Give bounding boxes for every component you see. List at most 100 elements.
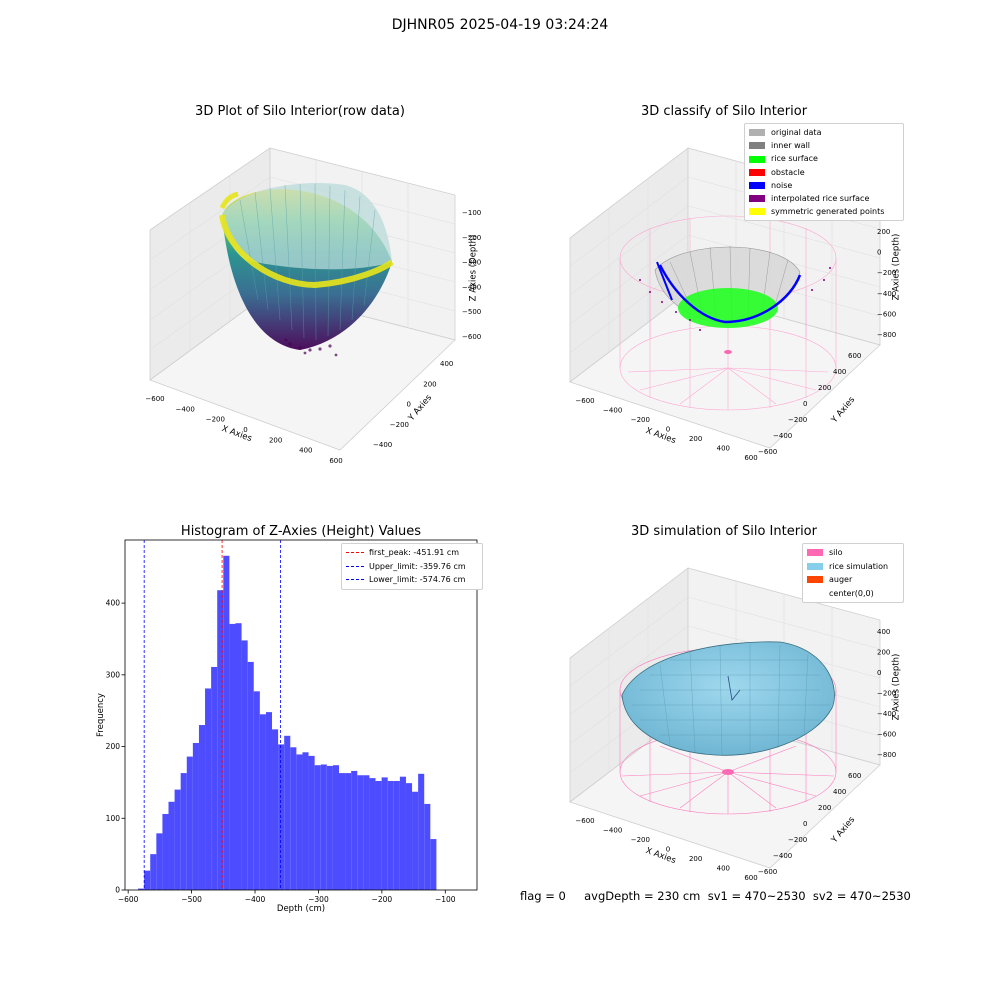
z-tick-label: −300 <box>462 259 481 267</box>
x-tick-label: 400 <box>717 865 730 873</box>
histogram-bar <box>351 770 358 890</box>
legend-label: obstacle <box>771 167 805 177</box>
x-tick-label: 400 <box>299 447 312 455</box>
histogram-bar <box>332 765 339 890</box>
legend-swatch <box>749 195 765 203</box>
sim3d-title: 3D simulation of Silo Interior <box>631 524 817 539</box>
histogram-bar <box>387 780 394 890</box>
legend-entry: rice simulation <box>807 560 899 574</box>
legend-label: original data <box>771 128 822 137</box>
legend-swatch <box>749 155 765 163</box>
histogram-bar <box>229 623 236 890</box>
legend-label: Upper_limit: -359.76 cm <box>369 561 466 571</box>
legend-label: rice surface <box>771 154 818 164</box>
legend-entry: first_peak: -451.91 cm <box>346 546 478 560</box>
z-tick-label: −400 <box>462 283 481 291</box>
legend-swatch <box>749 168 765 176</box>
histogram-bar <box>314 765 321 890</box>
histogram-bar <box>326 765 333 890</box>
y-tick-label: 200 <box>423 380 436 388</box>
x-tick-label: −600 <box>575 817 594 825</box>
histogram-bar <box>205 688 212 890</box>
legend-entry: symmetric generated points <box>749 205 899 218</box>
z-tick-label: −200 <box>877 269 896 277</box>
z-tick-label: −100 <box>462 209 481 217</box>
legend-swatch <box>749 181 765 189</box>
histogram-frame <box>124 539 478 891</box>
legend-entry: interpolated rice surface <box>749 192 899 205</box>
y-tick-label: −200 <box>788 836 807 844</box>
z-tick-label: −200 <box>877 690 896 698</box>
legend-label: symmetric generated points <box>771 207 885 217</box>
histogram-bar <box>241 640 248 890</box>
y-tick-label: 0 <box>803 400 807 408</box>
z-tick-label: −800 <box>877 331 896 339</box>
histogram-bar <box>259 714 266 890</box>
y-tick-label: 0 <box>407 401 411 409</box>
histogram-legend: first_peak: -451.91 cm Upper_limit: -359.… <box>341 543 483 590</box>
legend-entry: obstacle <box>749 166 899 179</box>
figure-title: DJHNR05 2025-04-19 03:24:24 <box>391 17 609 33</box>
legend-swatch <box>749 208 765 216</box>
histogram-xtick-label: −200 <box>372 895 393 904</box>
legend-label: interpolated rice surface <box>771 194 870 204</box>
legend-label: center(0,0) <box>829 588 874 598</box>
classify3d-point-cloud <box>619 215 837 411</box>
y-tick-label: 600 <box>848 772 861 780</box>
histogram-bar <box>430 839 437 890</box>
histogram-ytick-label: 0 <box>115 886 120 895</box>
legend-label: rice simulation <box>829 561 889 571</box>
legend-line-swatch <box>346 579 364 581</box>
y-tick-label: −200 <box>788 416 807 424</box>
x-tick-label: −200 <box>206 416 225 424</box>
legend-label: first_peak: -451.91 cm <box>369 548 460 557</box>
histogram-ytick-label: 300 <box>106 670 121 679</box>
y-tick-label: −400 <box>773 852 792 860</box>
x-tick-label: −400 <box>603 407 622 415</box>
legend-entry: silo <box>807 546 899 560</box>
histogram-bar <box>253 691 260 890</box>
histogram-bar <box>217 590 224 890</box>
histogram-xtick-label: −500 <box>181 895 202 904</box>
histogram-bar <box>265 712 273 890</box>
legend-entry: auger <box>807 573 899 587</box>
histogram-bar <box>180 773 187 890</box>
histogram-bar <box>284 735 291 890</box>
legend-entry: noise <box>749 179 899 192</box>
raw3d-title: 3D Plot of Silo Interior(row data) <box>195 104 405 119</box>
y-tick-label: −400 <box>373 441 392 449</box>
legend-swatch <box>807 576 823 584</box>
z-tick-label: 200 <box>877 649 890 657</box>
y-tick-label: 0 <box>803 820 807 828</box>
legend-swatch <box>807 562 823 570</box>
histogram-bar <box>375 780 382 890</box>
z-tick-label: −400 <box>877 710 896 718</box>
histogram-bar <box>223 555 230 890</box>
y-tick-label: 200 <box>818 384 831 392</box>
y-tick-label: −400 <box>773 432 792 440</box>
histogram-bar <box>412 791 419 890</box>
x-tick-label: 600 <box>329 457 342 465</box>
histogram-bar <box>192 742 199 890</box>
legend-label: inner wall <box>771 141 811 151</box>
x-tick-label: 200 <box>269 436 282 444</box>
classify3d-zlabel: Z Axies (Depth) <box>891 233 902 301</box>
status-footer: flag = 0 avgDepth = 230 cm sv1 = 470~253… <box>520 889 911 903</box>
histogram-plot: −600 −500 −400 −300 −200 −100 0 100 200 300 400 D… <box>96 539 478 914</box>
histogram-ytick-label: 200 <box>106 742 121 751</box>
histogram-bar <box>272 729 279 890</box>
z-tick-label: 0 <box>877 249 881 257</box>
histogram-xtick-label: −100 <box>435 895 456 904</box>
legend-label: auger <box>829 575 853 584</box>
histogram-bar <box>290 747 297 890</box>
z-tick-label: −600 <box>877 731 896 739</box>
legend-entry: Lower_limit: -574.76 cm <box>346 573 478 587</box>
sim3d-legend: silo rice simulation auger center(0,0) <box>802 543 904 603</box>
histogram-bar <box>405 783 413 890</box>
legend-label: silo <box>829 548 843 557</box>
x-tick-label: −600 <box>575 397 594 405</box>
y-tick-label: −600 <box>758 448 777 456</box>
histogram-bar <box>186 756 193 890</box>
y-tick-label: 200 <box>818 804 831 812</box>
legend-entry: inner wall <box>749 139 899 152</box>
